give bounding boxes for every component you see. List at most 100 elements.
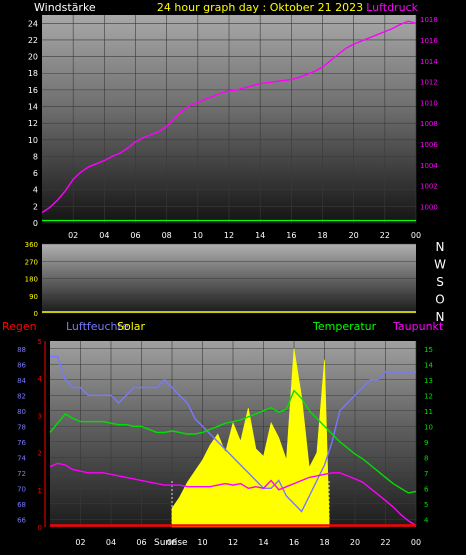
temperature-tick-label: 15	[424, 346, 433, 354]
temperature-tick-label: 9	[424, 439, 428, 447]
environment-x-tick-label: 04	[106, 538, 116, 547]
environment-x-tick-label: 10	[197, 538, 207, 547]
pressure-tick-label: 1008	[420, 120, 438, 128]
pressure-tick-label: 1004	[420, 162, 438, 170]
pressure-x-tick-label: 06	[130, 231, 140, 240]
wind-tick-label: 18	[28, 69, 38, 78]
pressure-x-tick-label: 22	[380, 231, 390, 240]
chart-title: 24 hour graph day : Oktober 21 2023	[157, 1, 363, 14]
environment-x-tick-label: 16	[289, 538, 299, 547]
pressure-tick-label: 1002	[420, 183, 438, 191]
environment-series	[49, 355, 417, 527]
pressure-x-tick-label: 10	[193, 231, 203, 240]
pressure-tick-label: 1006	[420, 141, 438, 149]
environment-chart: Regen Luftfeuchte Solar Temperatur Taupu…	[2, 320, 444, 548]
direction-gridlines	[42, 243, 416, 314]
humidity-tick-label: 78	[17, 423, 26, 431]
temperature-tick-label: 11	[424, 408, 433, 416]
temperature-tick-label: 14	[424, 361, 433, 369]
humidity-tick-label: 70	[17, 485, 26, 493]
compass-label: N	[436, 240, 445, 254]
pressure-tick-label: 1000	[420, 203, 438, 211]
wind-tick-label: 20	[28, 53, 38, 62]
wind-tick-label: 4	[33, 186, 38, 195]
rain-axis-title: Regen	[2, 320, 37, 333]
humidity-tick-label: 86	[17, 361, 26, 369]
solar-axis-title: Solar	[117, 320, 146, 333]
direction-axis-ticks: 360 270 180 90 0	[25, 241, 38, 318]
wind-tick-label: 6	[33, 169, 38, 178]
environment-x-tick-label: 20	[350, 538, 360, 547]
dewpoint-line	[49, 462, 417, 527]
temperature-axis-title: Temperatur	[312, 320, 377, 333]
pressure-x-tick-label: 14	[255, 231, 265, 240]
pressure-x-tick-label: 16	[286, 231, 296, 240]
temperature-tick-label: 4	[424, 516, 429, 524]
pressure-x-axis-ticks: 02 04 06 08 10 12 14 16 18 20 22 00	[68, 231, 421, 240]
rain-tick-label: 3	[38, 412, 42, 420]
rain-tick-label: 5	[38, 338, 42, 346]
direction-tick-label: 0	[34, 310, 38, 318]
humidity-tick-label: 72	[17, 470, 26, 478]
temperature-tick-label: 6	[424, 485, 429, 493]
humidity-tick-label: 68	[17, 501, 26, 509]
environment-x-tick-label: 02	[75, 538, 85, 547]
environment-x-tick-label: 14	[258, 538, 268, 547]
pressure-x-tick-label: 20	[349, 231, 359, 240]
compass-label: S	[436, 275, 444, 289]
compass-label: N	[436, 310, 445, 324]
pressure-x-tick-label: 08	[162, 231, 172, 240]
pressure-axis-ticks: 1000 1002 1004 1006 1008 1010 1012 1014 1016 1018	[420, 16, 438, 211]
pressure-tick-label: 1012	[420, 79, 438, 87]
rain-tick-label: 2	[38, 450, 42, 458]
direction-tick-label: 360	[25, 241, 38, 249]
rain-axis-ticks: 0 1 2 3 4 5	[38, 338, 46, 532]
pressure-tick-label: 1016	[420, 37, 438, 45]
environment-x-tick-label: 06	[136, 538, 146, 547]
humidity-tick-label: 80	[17, 408, 26, 416]
solar-series	[171, 348, 330, 528]
humidity-axis-title: Luftfeuchte	[66, 320, 129, 333]
environment-x-tick-label: 22	[380, 538, 390, 547]
wind-tick-label: 8	[33, 152, 38, 161]
temperature-tick-label: 7	[424, 470, 428, 478]
pressure-axis-title: Luftdruck	[366, 1, 418, 14]
wind-tick-label: 16	[28, 86, 38, 95]
wind-tick-label: 0	[33, 219, 38, 228]
humidity-tick-label: 66	[17, 516, 26, 524]
pressure-tick-label: 1014	[420, 58, 438, 66]
pressure-wind-series	[41, 20, 417, 222]
environment-x-tick-label: 12	[228, 538, 238, 547]
temperature-tick-label: 10	[424, 423, 433, 431]
temperature-axis-ticks: 4 5 6 7 8 9 10 11 12 13 14 15	[424, 346, 433, 525]
pressure-tick-label: 1018	[420, 16, 438, 24]
pressure-x-tick-label: 04	[99, 231, 109, 240]
rain-tick-label: 0	[38, 524, 42, 532]
rain-tick-label: 4	[38, 375, 43, 383]
pressure-gridlines	[42, 15, 417, 224]
environment-x-tick-label: 00	[411, 538, 421, 547]
rain-tick-label: 1	[38, 487, 42, 495]
pressure-x-tick-label: 18	[317, 231, 327, 240]
environment-x-tick-label: 18	[319, 538, 329, 547]
temperature-line	[49, 389, 417, 494]
wind-tick-label: 12	[28, 119, 38, 128]
environment-x-axis-ticks: 02 04 06 08 10 12 14 16 18 20 22 00	[75, 538, 421, 547]
temperature-tick-label: 12	[424, 392, 433, 400]
compass-label: W	[434, 258, 446, 272]
wind-tick-label: 10	[28, 136, 38, 145]
wind-tick-label: 22	[28, 36, 38, 45]
pressure-wind-chart: Windstärke 24 hour graph day : Oktober 2…	[28, 1, 439, 240]
temperature-tick-label: 13	[424, 377, 433, 385]
pressure-x-tick-label: 02	[68, 231, 78, 240]
direction-tick-label: 270	[25, 258, 38, 266]
solar-area	[171, 348, 330, 528]
humidity-tick-label: 74	[17, 454, 26, 462]
direction-tick-label: 90	[29, 293, 38, 301]
humidity-tick-label: 84	[17, 377, 26, 385]
pressure-tick-label: 1010	[420, 99, 438, 107]
